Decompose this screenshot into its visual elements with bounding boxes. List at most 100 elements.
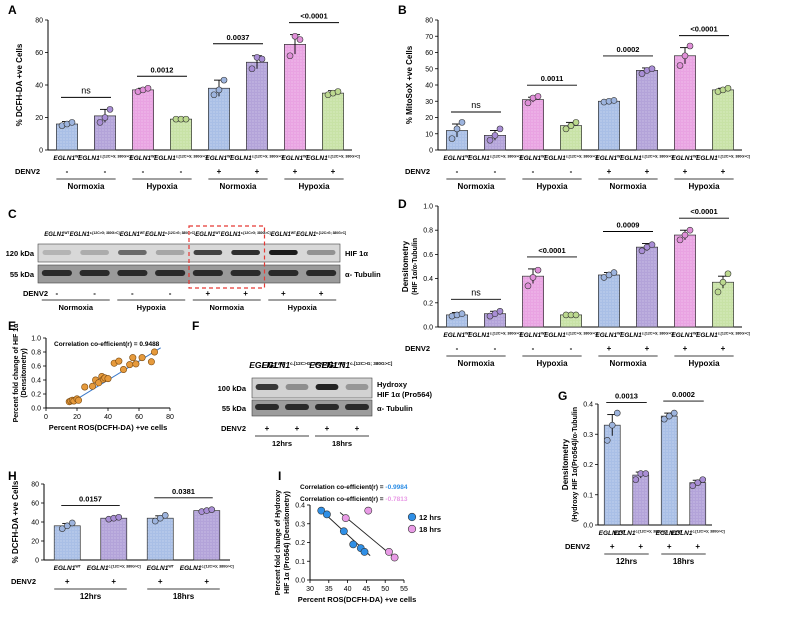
- genotype-superscript: c.[12C>G; 380G>C]: [490, 332, 522, 336]
- genotype-name: EGLN1: [262, 360, 291, 370]
- x-tick-label: 40: [344, 586, 352, 593]
- significance-label: ns: [81, 85, 91, 95]
- denv2-sign: +: [281, 289, 286, 298]
- genotype-label: EGLN1WT: [53, 155, 81, 162]
- x-tick-label: 80: [166, 414, 174, 421]
- denv2-label: DENV2: [221, 424, 246, 433]
- correlation-annotation: Correlation co-efficient(r) = 0.9488: [54, 341, 160, 348]
- genotype-name: EGLN1: [620, 332, 642, 339]
- significance-label: <0.0001: [538, 246, 565, 255]
- genotype-name: EGLN1: [468, 332, 490, 339]
- denv2-sign: +: [265, 424, 270, 433]
- y-axis-label-2: HIF 1α (Pro564) (Densitometry): [284, 491, 291, 594]
- group-label: Hypoxia: [536, 182, 568, 191]
- x-tick-label: 45: [363, 586, 371, 593]
- data-point: [648, 241, 656, 249]
- y-axis-label-2: (HIF 1α/α-Tubulin: [412, 238, 419, 295]
- group-label: Normoxia: [458, 359, 495, 368]
- x-tick-label: 20: [73, 414, 81, 421]
- data-point: [670, 409, 678, 417]
- genotype-superscript: c.[12C>G; 380G>C]: [290, 361, 333, 366]
- data-point: [686, 42, 694, 50]
- genotype-name: EGLN1: [230, 155, 252, 162]
- genotype-superscript: c.[12C>G; 380G>C]: [635, 530, 667, 534]
- significance-label: 0.0013: [615, 392, 638, 401]
- mw-label: 55 kDa: [10, 270, 35, 279]
- denv2-label: DENV2: [565, 542, 590, 551]
- group-label: Normoxia: [58, 303, 93, 312]
- blot-band: [306, 250, 336, 255]
- y-axis-label: Densitometry: [561, 438, 570, 490]
- x-tick-label: 50: [381, 586, 389, 593]
- bar: [598, 274, 620, 328]
- genotype-superscript: c.[12C>G; 380G>C]: [718, 332, 750, 336]
- y-tick-label: 0.3: [295, 521, 305, 528]
- genotype-superscript: WT: [693, 332, 699, 336]
- genotype-label: EGLN1WT: [671, 155, 699, 162]
- group-label: Normoxia: [610, 182, 647, 191]
- denv2-sign: +: [683, 167, 688, 176]
- genotype-label: EGLN1c.[12C>G; 380G>C]: [620, 155, 674, 162]
- r-value-12h: -0.9984: [385, 484, 407, 491]
- bar: [208, 87, 230, 151]
- data-point: [89, 382, 97, 390]
- data-point: [104, 375, 112, 383]
- genotype-label: EGLN1c.[12C>G; 380G>C]: [78, 155, 132, 162]
- genotype-label: EGLN1c.[12C>G; 380G>C]: [230, 155, 284, 162]
- data-point: [323, 510, 331, 519]
- data-point: [524, 99, 532, 107]
- genotype-superscript: c.[12C>G; 380G>C]: [642, 155, 674, 159]
- y-tick-label: 0.0: [31, 406, 41, 413]
- bar: [674, 234, 696, 328]
- genotype-label: EGLN1WT: [120, 231, 145, 238]
- blot-band: [285, 384, 309, 390]
- genotype-label: EGLN1c.[12C>G; 380G>C]: [322, 360, 393, 370]
- mw-label: 100 kDa: [218, 384, 247, 393]
- data-point: [486, 136, 494, 144]
- genotype-label: EGLN1WT: [519, 332, 547, 339]
- denv2-sign: +: [331, 167, 336, 176]
- y-axis-label: Densitometry: [401, 240, 410, 292]
- blot-band: [230, 270, 261, 276]
- data-point: [681, 231, 689, 239]
- panel-label-G: G: [558, 389, 567, 403]
- bar-chart-D: 0.0 0.2 0.4 0.6 0.8 1.0 Densitometry (HIF 1α/α-…: [401, 204, 750, 369]
- genotype-name: EGLN1: [544, 155, 566, 162]
- blot-band: [255, 384, 279, 390]
- bar: [53, 525, 81, 561]
- regression-line: [68, 347, 161, 405]
- data-point: [75, 396, 83, 404]
- genotype-superscript: WT: [677, 530, 683, 534]
- genotype-name: EGLN1: [443, 332, 465, 339]
- genotype-label: EGLN1c.[12C>G; 380G>C]: [180, 565, 234, 572]
- blot-band: [79, 270, 110, 276]
- genotype-superscript: WT: [227, 155, 233, 159]
- y-axis-label: % MitoSoX +ve Cells: [405, 45, 414, 124]
- genotype-label: EGLN1WT: [443, 155, 471, 162]
- genotype-superscript: c.[12C>G; 380G>C]: [108, 565, 140, 569]
- data-point: [681, 52, 689, 60]
- group-label: Normoxia: [68, 182, 105, 191]
- denv2-sign: +: [295, 424, 300, 433]
- data-point: [453, 125, 461, 133]
- y-tick-label: 0: [429, 148, 433, 155]
- data-point: [689, 482, 697, 489]
- denv2-sign: -: [142, 167, 145, 176]
- genotype-label: EGLN1WT: [309, 360, 345, 370]
- group-label: Normoxia: [610, 359, 647, 368]
- y-tick-label: 0: [35, 558, 39, 565]
- legend-label: 18 hrs: [419, 525, 441, 534]
- band-label: α- Tubulin: [345, 270, 381, 279]
- blot-strip-hydroxy: [251, 377, 373, 399]
- genotype-name: EGLN1: [620, 155, 642, 162]
- band-label: HIF 1α (Pro564): [377, 390, 433, 399]
- genotype-superscript: WT: [620, 530, 626, 534]
- data-point: [642, 470, 650, 477]
- data-point: [567, 122, 575, 129]
- group-label: Hypoxia: [536, 359, 568, 368]
- group-label: Hypoxia: [688, 182, 720, 191]
- significance-label: ns: [471, 100, 481, 110]
- data-point: [182, 115, 190, 123]
